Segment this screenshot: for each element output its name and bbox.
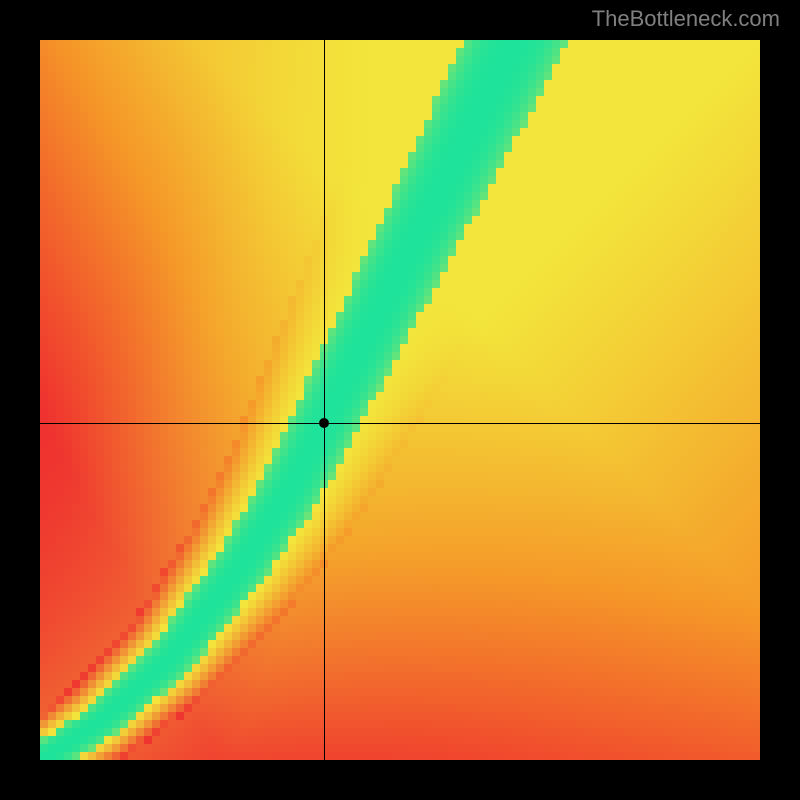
crosshair-horizontal <box>40 423 760 424</box>
watermark-text: TheBottleneck.com <box>592 6 780 32</box>
heatmap-canvas <box>40 40 760 760</box>
crosshair-vertical <box>324 40 325 760</box>
chart-container: TheBottleneck.com <box>0 0 800 800</box>
crosshair-marker <box>319 418 329 428</box>
plot-area <box>40 40 760 760</box>
